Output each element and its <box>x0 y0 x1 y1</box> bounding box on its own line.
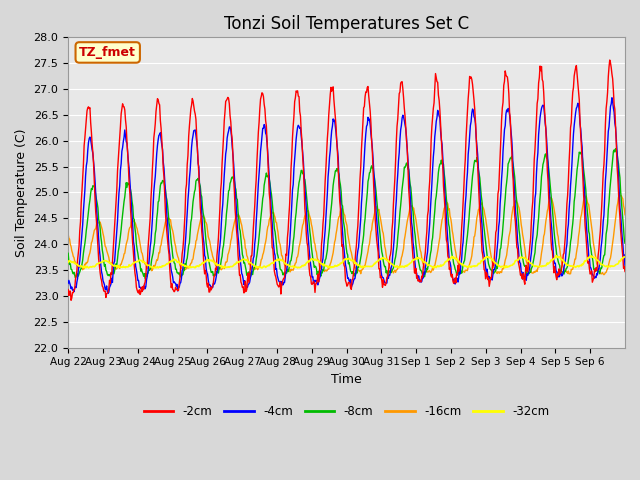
Title: Tonzi Soil Temperatures Set C: Tonzi Soil Temperatures Set C <box>224 15 469 33</box>
Y-axis label: Soil Temperature (C): Soil Temperature (C) <box>15 128 28 257</box>
Text: TZ_fmet: TZ_fmet <box>79 46 136 59</box>
Legend: -2cm, -4cm, -8cm, -16cm, -32cm: -2cm, -4cm, -8cm, -16cm, -32cm <box>139 400 554 422</box>
X-axis label: Time: Time <box>332 373 362 386</box>
